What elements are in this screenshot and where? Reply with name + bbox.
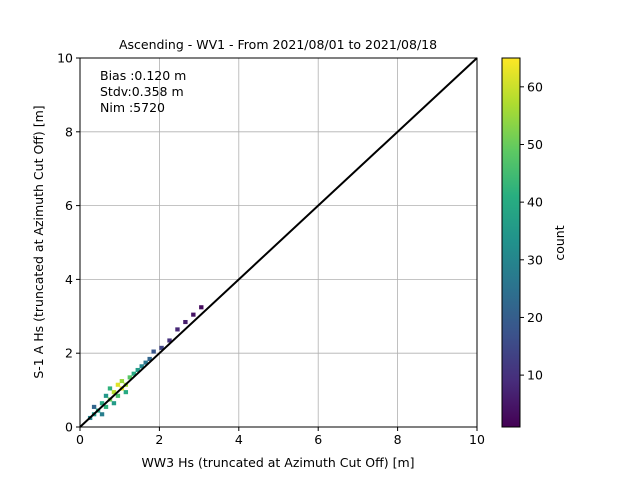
y-tick-label: 2 xyxy=(65,346,73,361)
y-tick-label: 10 xyxy=(57,51,73,66)
heatmap-bin xyxy=(99,412,105,417)
y-axis-label: S-1 A Hs (truncated at Azimuth Cut Off) … xyxy=(31,105,46,378)
x-tick-label: 2 xyxy=(155,432,163,447)
colorbar-ticks: 10 20 30 40 50 60 xyxy=(520,79,543,383)
x-axis-label: WW3 Hs (truncated at Azimuth Cut Off) [m… xyxy=(141,455,414,470)
heatmap-bin xyxy=(115,393,121,398)
heatmap-bins xyxy=(87,305,204,421)
colorbar-tick-label: 10 xyxy=(527,368,543,383)
x-tick-label: 0 xyxy=(76,432,84,447)
stat-nim: Nim :5720 xyxy=(100,100,165,115)
plot-frame xyxy=(79,57,478,428)
heatmap-bin xyxy=(103,393,109,398)
heatmap-bin xyxy=(111,390,117,395)
heatmap-bin xyxy=(191,312,196,317)
colorbar: 10 20 30 40 50 60 count xyxy=(501,57,567,428)
colorbar-tick-label: 30 xyxy=(527,252,543,267)
x-tick-label: 6 xyxy=(314,432,322,447)
colorbar-label: count xyxy=(552,225,567,260)
y-axis-ticks: 0 2 4 6 8 10 xyxy=(57,51,80,435)
heatmap-bin xyxy=(143,360,148,365)
heatmap-bin xyxy=(147,356,152,361)
colorbar-tick-label: 20 xyxy=(527,310,543,325)
stat-stdv: Stdv:0.358 m xyxy=(100,84,184,99)
plot-area: 0 2 4 6 8 10 0 2 4 6 8 10 xyxy=(57,51,485,448)
grid xyxy=(79,57,478,428)
x-tick-label: 8 xyxy=(394,432,402,447)
heatmap-bin xyxy=(99,401,105,406)
heatmap-bin xyxy=(115,382,121,387)
y-tick-label: 8 xyxy=(65,124,73,139)
colorbar-tick-label: 40 xyxy=(527,195,543,210)
x-tick-label: 4 xyxy=(235,432,243,447)
heatmap-bin xyxy=(183,319,188,325)
heatmap-bin xyxy=(111,401,117,406)
stats-annotation: Bias :0.120 m Stdv:0.358 m Nim :5720 xyxy=(100,68,186,115)
heatmap-bin xyxy=(119,379,125,384)
colorbar-tick-label: 60 xyxy=(527,79,543,94)
heatmap-bin xyxy=(103,404,109,409)
heatmap-bin xyxy=(175,327,180,332)
colorbar-tick-label: 50 xyxy=(527,137,543,152)
heatmap-bin xyxy=(151,349,156,354)
y-tick-label: 6 xyxy=(65,198,73,213)
heatmap-bin xyxy=(123,390,129,395)
y-tick-label: 4 xyxy=(65,272,73,287)
chart-title: Ascending - WV1 - From 2021/08/01 to 202… xyxy=(119,37,437,52)
stat-bias: Bias :0.120 m xyxy=(100,68,186,83)
heatmap-bin xyxy=(91,404,97,409)
colorbar-gradient xyxy=(501,57,521,428)
heatmap-bin xyxy=(159,345,164,350)
y-tick-label: 0 xyxy=(65,420,73,435)
heatmap-bin xyxy=(135,367,140,373)
heatmap-bin xyxy=(131,371,136,376)
x-axis-ticks: 0 2 4 6 8 10 xyxy=(76,427,485,447)
reference-line xyxy=(79,57,478,428)
x-tick-label: 10 xyxy=(469,432,485,447)
heatmap-bin xyxy=(199,305,204,310)
heatmap-bin xyxy=(127,375,133,380)
heatmap-bin xyxy=(139,364,144,369)
heatmap-bin xyxy=(107,386,113,391)
heatmap-bin xyxy=(167,338,172,343)
